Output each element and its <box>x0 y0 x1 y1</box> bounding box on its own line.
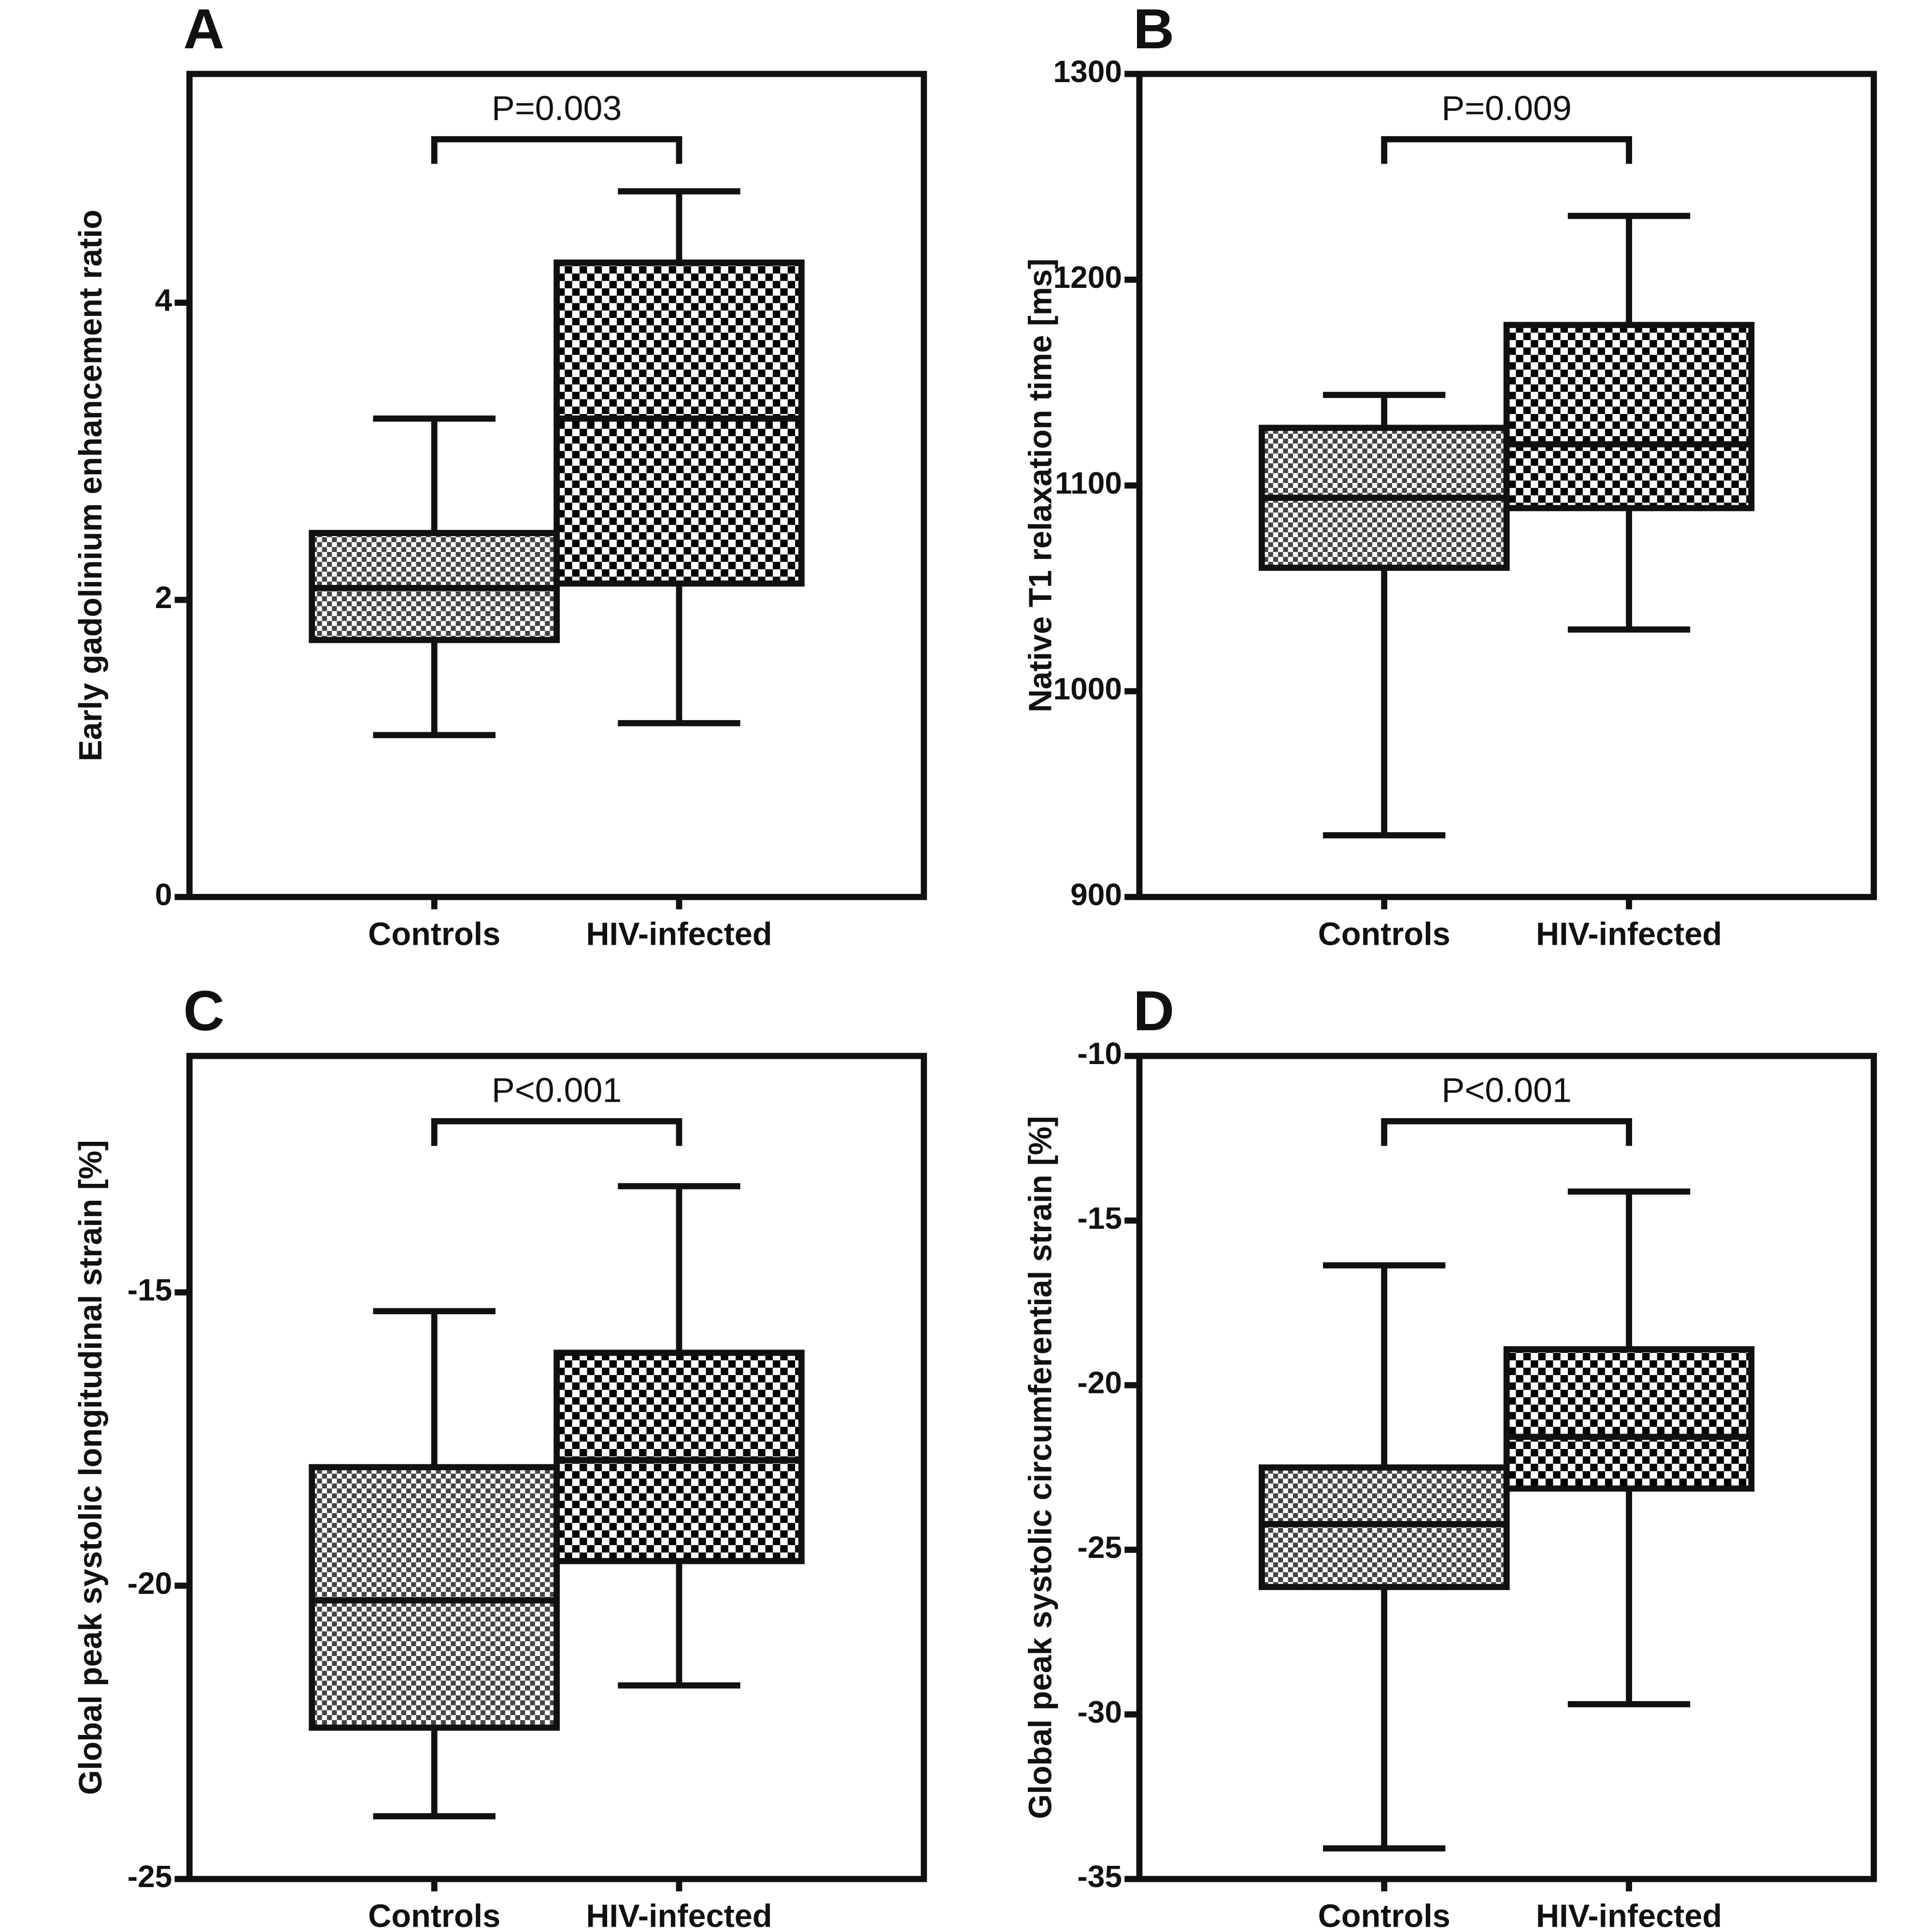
x-tick-label: Controls <box>368 916 500 952</box>
annotation: P<0.001 <box>492 1071 622 1110</box>
y-tick-label: 1300 <box>1053 54 1122 89</box>
y-axis-label: Global peak systolic circumferential str… <box>1023 1116 1058 1819</box>
plot-frame <box>1136 71 1877 900</box>
y-tick-label: 1200 <box>1053 260 1122 295</box>
y-tick-label: 1100 <box>1055 466 1122 500</box>
y-tick-label: -15 <box>128 1273 172 1307</box>
panel-label: D <box>1133 979 1174 1042</box>
box <box>1503 1346 1755 1492</box>
annotation: P=0.009 <box>1441 89 1571 128</box>
y-tick-label: 900 <box>1070 877 1122 912</box>
x-tick-label: HIV-infected <box>586 1899 772 1932</box>
annotation: P<0.001 <box>1441 1071 1571 1110</box>
y-tick-label: -20 <box>1077 1365 1122 1400</box>
x-tick-label: Controls <box>1318 916 1450 952</box>
plot-frame <box>186 1052 927 1882</box>
y-tick-label: 4 <box>155 283 172 318</box>
x-tick-label: HIV-infected <box>586 916 772 952</box>
y-tick-label: -25 <box>1077 1530 1122 1565</box>
bracket <box>431 1118 682 1146</box>
x-tick-label: HIV-infected <box>1536 916 1722 952</box>
panel-label: B <box>1133 0 1174 60</box>
box <box>554 259 805 587</box>
y-tick-label: -30 <box>1077 1694 1122 1729</box>
plot-frame <box>1136 1052 1877 1882</box>
y-tick-label: 1000 <box>1053 671 1122 706</box>
bracket <box>1381 1118 1633 1146</box>
bracket <box>1381 136 1633 164</box>
y-tick-label: -35 <box>1077 1859 1122 1894</box>
plot-frame <box>186 71 927 900</box>
x-tick-label: Controls <box>1318 1899 1450 1932</box>
panel-label: A <box>183 0 224 60</box>
x-tick-label: Controls <box>368 1899 500 1932</box>
x-tick-label: HIV-infected <box>1536 1899 1722 1932</box>
y-tick-label: 2 <box>155 580 172 615</box>
box <box>1503 322 1755 511</box>
bracket <box>431 136 682 164</box>
y-tick-label: -20 <box>128 1566 172 1601</box>
y-axis-label: Global peak systolic longitudinal strain… <box>73 1140 109 1795</box>
box <box>1258 1464 1510 1591</box>
y-axis-label: Native T1 relaxation time [ms] <box>1023 258 1058 712</box>
y-axis-label: Early gadolinium enhancement ratio <box>73 210 109 761</box>
panel-label: C <box>183 979 224 1042</box>
y-tick-label: -25 <box>128 1859 172 1894</box>
y-tick-label: -15 <box>1077 1201 1122 1236</box>
annotation: P=0.003 <box>492 89 622 128</box>
y-tick-label: -10 <box>1077 1036 1122 1071</box>
box <box>554 1350 805 1564</box>
y-tick-label: 0 <box>155 877 172 912</box>
